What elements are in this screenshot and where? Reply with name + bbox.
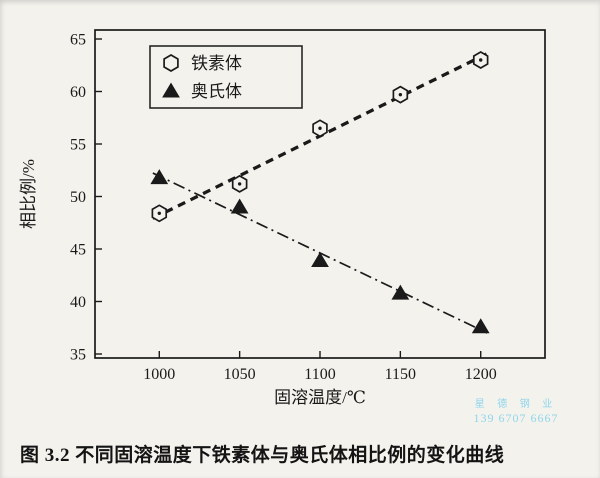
austenite-point bbox=[230, 198, 249, 214]
y-tick-label: 45 bbox=[70, 242, 86, 259]
legend-austenite-marker-icon bbox=[162, 82, 180, 98]
x-tick-label: 1150 bbox=[385, 366, 416, 383]
austenite-point bbox=[150, 169, 169, 185]
figure-caption: 图 3.2 不同固溶温度下铁素体与奥氏体相比例的变化曲线 bbox=[20, 445, 505, 466]
ferrite-point-dot bbox=[237, 182, 242, 186]
x-tick-label: 1000 bbox=[143, 366, 175, 383]
x-tick-label: 1200 bbox=[465, 366, 497, 383]
austenite-point bbox=[471, 318, 490, 334]
x-tick-label: 1050 bbox=[224, 366, 256, 383]
x-tick-label: 1100 bbox=[304, 366, 335, 383]
watermark-company: 星 德 钢 业 bbox=[474, 399, 558, 410]
y-tick-label: 60 bbox=[70, 84, 86, 101]
legend-box bbox=[149, 45, 303, 109]
chart-canvas: 35 40 45 50 55 60 65 1000 1050 1100 1150 1200 相比例/% 固… bbox=[19, 29, 546, 407]
y-tick-label: 35 bbox=[70, 347, 86, 364]
x-axis-label: 固溶温度/℃ bbox=[274, 388, 366, 407]
watermark-phone: 139 6707 6667 bbox=[473, 411, 559, 425]
legend-label-austenite: 奥氏体 bbox=[191, 82, 242, 101]
legend-label-ferrite: 铁素体 bbox=[191, 54, 242, 73]
y-tick-label: 55 bbox=[70, 137, 86, 154]
austenite-point bbox=[391, 284, 410, 300]
austenite-point bbox=[311, 252, 329, 268]
ferrite-point-dot bbox=[157, 211, 161, 215]
y-tick-label: 40 bbox=[70, 294, 86, 311]
ferrite-point-dot bbox=[398, 92, 403, 97]
legend-ferrite-marker-icon bbox=[163, 54, 179, 72]
ferrite-point-dot bbox=[479, 58, 483, 62]
ferrite-point-dot bbox=[318, 126, 322, 130]
y-tick-label: 50 bbox=[70, 189, 86, 206]
y-tick-label: 65 bbox=[70, 32, 86, 49]
y-axis-label: 相比例/% bbox=[19, 159, 38, 229]
watermark: 星 德 钢 业 139 6707 6667 bbox=[460, 398, 572, 427]
